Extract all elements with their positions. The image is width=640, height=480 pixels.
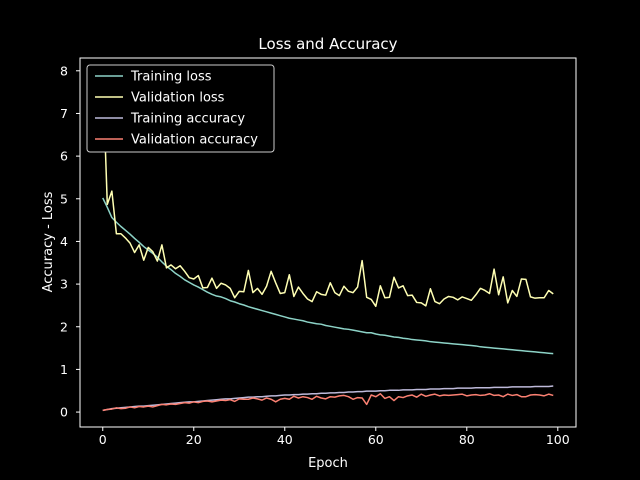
x-tick-label: 40 — [277, 432, 293, 447]
y-tick-label: 7 — [60, 106, 68, 121]
y-tick-label: 8 — [60, 63, 68, 78]
plot-frame — [79, 57, 577, 428]
legend-label: Validation accuracy — [131, 133, 258, 148]
x-tick-label: 20 — [186, 432, 202, 447]
y-tick-label: 5 — [60, 191, 68, 206]
y-tick-label: 2 — [60, 319, 68, 334]
chart-title: Loss and Accuracy — [258, 35, 397, 53]
x-tick-label: 60 — [368, 432, 384, 447]
y-axis-label: Accuracy - Loss — [41, 191, 56, 292]
y-tick-label: 6 — [60, 149, 68, 164]
y-tick-label: 0 — [60, 405, 68, 420]
x-axis-ticks: 0 20 40 60 80 100 — [99, 427, 570, 447]
x-tick-label: 80 — [459, 432, 475, 447]
legend-box — [86, 64, 275, 153]
legend-label: Training loss — [130, 70, 212, 85]
x-tick-label: 100 — [546, 432, 570, 447]
series-line-training-accuracy — [102, 385, 554, 412]
series-line-validation-accuracy — [102, 392, 554, 412]
y-tick-label: 3 — [60, 277, 68, 292]
legend-label: Training accuracy — [130, 112, 245, 127]
y-tick-label: 4 — [60, 234, 68, 249]
x-axis-label: Epoch — [308, 456, 348, 471]
y-axis-ticks: 0 1 2 3 4 5 6 7 8 — [60, 63, 80, 420]
series-line-validation-loss — [102, 72, 554, 308]
x-tick-label: 0 — [99, 432, 107, 447]
y-tick-label: 1 — [60, 362, 68, 377]
series-line-training-loss — [102, 197, 554, 355]
plot-area — [102, 72, 554, 412]
legend: Training loss Validation loss Training acc… — [86, 64, 275, 153]
legend-label: Validation loss — [131, 91, 225, 106]
